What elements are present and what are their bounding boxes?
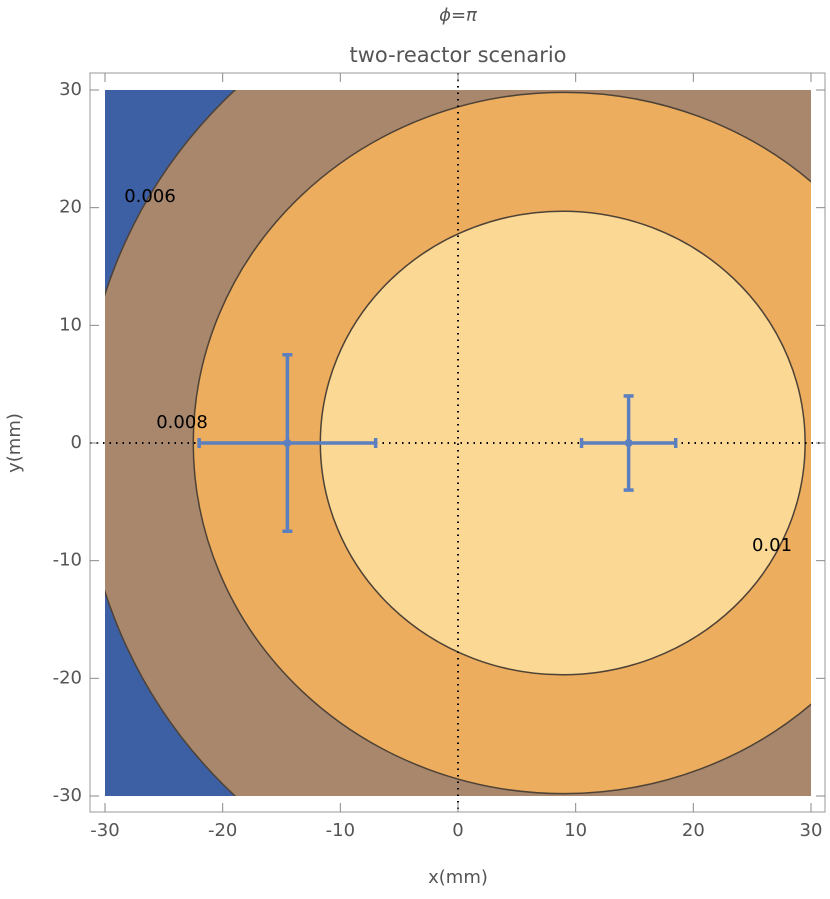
x-tick-label: 20 [682, 820, 705, 841]
plot-area [105, 90, 811, 796]
chart-subtitle: two-reactor scenario [349, 43, 566, 67]
chart-title: ϕ=π [439, 5, 478, 26]
y-tick-label: -10 [53, 550, 82, 571]
contour-label: 0.006 [124, 186, 176, 207]
x-tick-label: 0 [452, 820, 463, 841]
x-tick-label: 10 [564, 820, 587, 841]
y-axis-label: y(mm) [4, 413, 25, 473]
x-axis-label: x(mm) [428, 867, 488, 888]
x-tick-label: 30 [800, 820, 823, 841]
y-tick-label: 10 [59, 314, 82, 335]
x-tick-label: -20 [208, 820, 237, 841]
point [283, 439, 292, 447]
x-tick-label: -30 [90, 820, 119, 841]
y-tick-label: 0 [71, 432, 82, 453]
y-tick-label: -20 [53, 667, 82, 688]
contour-label: 0.01 [752, 535, 792, 556]
y-tick-label: 20 [59, 197, 82, 218]
y-tick-label: 30 [59, 79, 82, 100]
x-tick-label: -10 [326, 820, 355, 841]
contour-label: 0.008 [156, 412, 208, 433]
overlay: 0.006 0.008 0.01 [90, 73, 825, 812]
y-tick-label: -30 [53, 785, 82, 806]
contour-region [319, 210, 806, 676]
point [624, 439, 633, 447]
